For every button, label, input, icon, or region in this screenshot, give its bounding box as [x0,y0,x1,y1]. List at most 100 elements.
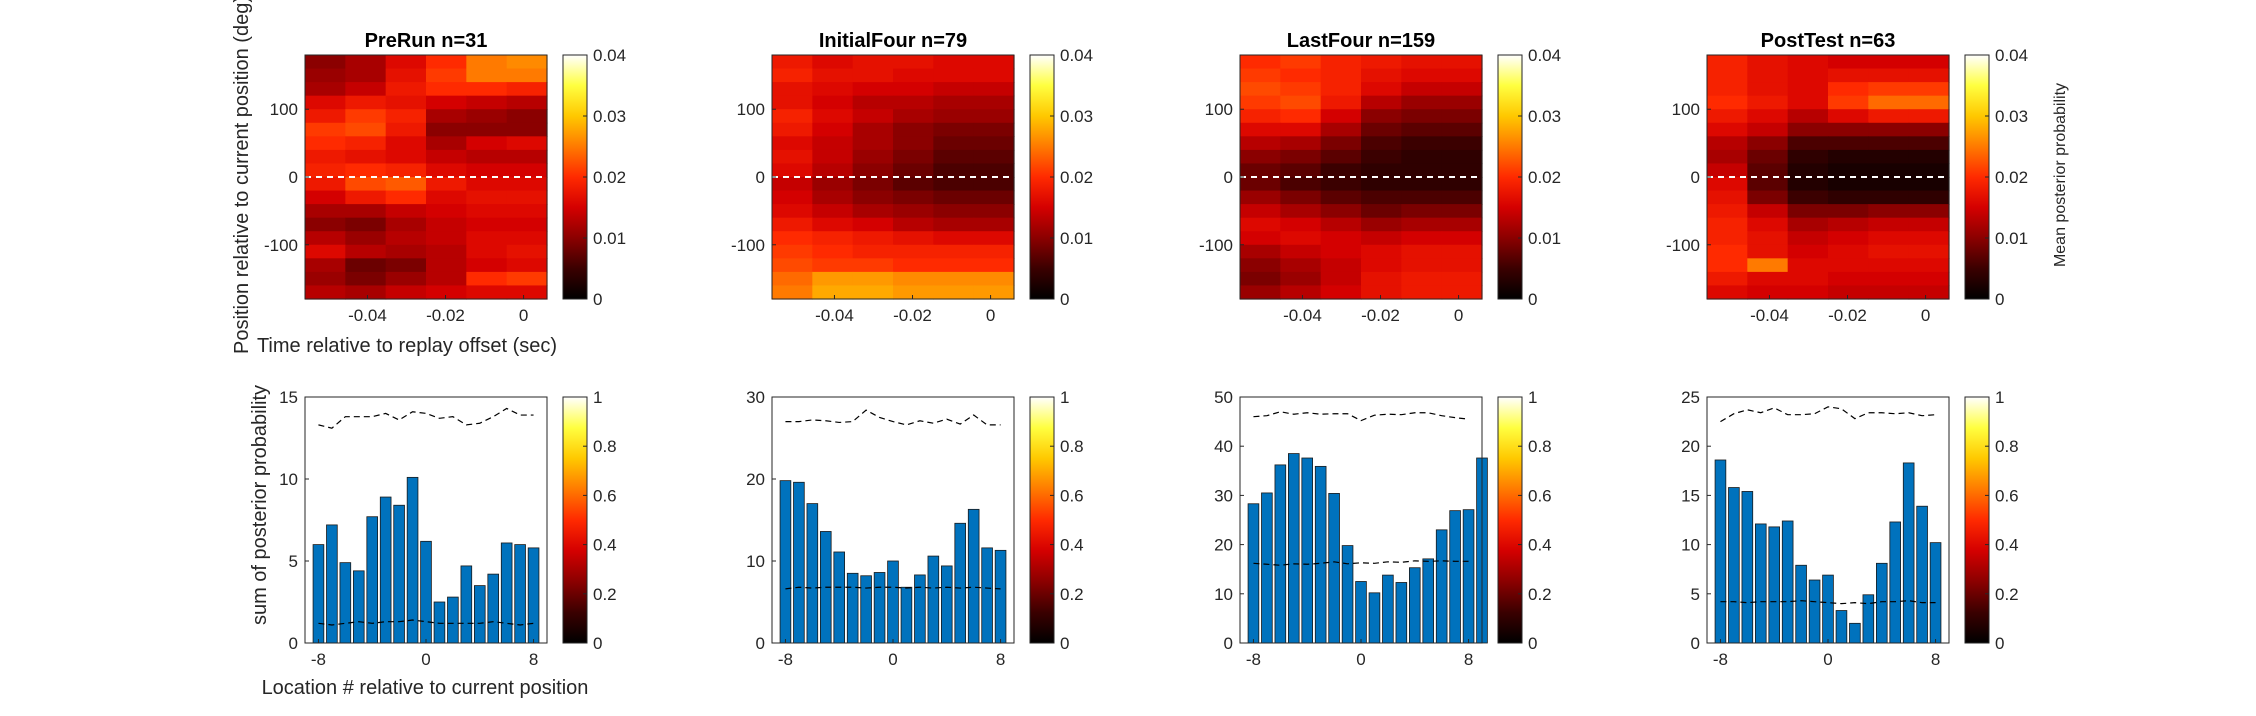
heatmap-cell-1-15-3 [893,258,934,273]
heatmap-cell-1-1-3 [893,68,934,83]
heatmap-cell-2-15-1 [1280,258,1322,273]
heatmap-cell-3-11-3 [1828,204,1869,219]
heatmap-cell-0-6-5 [506,136,548,151]
heatmap-cell-1-14-1 [812,244,854,259]
heatmap-cell-1-12-5 [973,217,1015,232]
heatmap-cell-3-2-4 [1868,82,1910,97]
heatmap-cell-1-3-5 [973,95,1015,110]
heatmap-cell-1-4-1 [812,109,854,124]
bar-6-0 [1247,503,1260,644]
heatmap-cell-2-16-4 [1401,271,1443,287]
heatmap-cell-2-12-3 [1361,217,1402,232]
colorbar-tick-label: 0.04 [593,46,626,65]
heatmap-cell-0-0-1 [345,55,387,70]
heatmap-cell-2-0-0 [1240,55,1281,70]
heatmap-cell-2-6-2 [1320,136,1362,151]
heatmap-cell-3-5-1 [1747,122,1789,137]
bar-5-1 [793,481,805,644]
heatmap-cell-0-2-4 [466,82,508,97]
heatmap-cell-3-13-2 [1787,231,1829,246]
heatmap-xtick-label: -0.02 [893,306,932,325]
heatmap-cell-3-14-5 [1908,244,1950,259]
heatmap-cell-1-7-3 [893,149,934,165]
bar-4-7 [406,476,419,644]
heatmap-cell-2-2-3 [1361,82,1402,97]
heatmap-cell-3-14-1 [1747,244,1789,259]
bar-7-6 [1795,564,1807,644]
heatmap-cell-1-14-4 [933,244,975,259]
bar-ytick-label: 0 [289,634,298,653]
heatmap-cell-0-5-5 [506,122,548,137]
heatmap-xtick-label: -0.02 [1361,306,1400,325]
bar-5-6 [860,575,872,644]
heatmap-cell-1-14-5 [973,244,1015,259]
bar-ytick-label: 20 [1681,437,1700,456]
heatmap-cell-2-12-0 [1240,217,1281,232]
heatmap-cell-0-13-5 [506,231,548,246]
heatmap-cell-0-8-2 [385,163,427,178]
heatmap-cell-3-1-4 [1868,68,1910,83]
heatmap-cell-0-10-0 [305,190,346,205]
heatmap-cell-2-12-5 [1441,217,1483,232]
bar-xtick-label: 0 [421,650,430,669]
bar-5-2 [806,503,819,644]
heatmap-cell-0-6-0 [305,136,346,151]
colorbar-tick-label: 0.4 [593,536,617,555]
heatmap-xtick-label: 0 [1454,306,1463,325]
heatmap-cell-2-16-1 [1280,271,1322,287]
heatmap-cell-0-5-0 [305,122,346,137]
heatmap-xtick-label: -0.04 [1750,306,1789,325]
heatmap-cell-2-11-5 [1441,204,1483,219]
bar-xtick-label: 0 [1356,650,1365,669]
heatmap-cell-3-13-5 [1908,231,1950,246]
heatmap-cell-1-12-2 [852,217,894,232]
heatmap-cell-0-6-2 [385,136,427,151]
bar-5-15 [981,547,993,644]
colorbar-tick-label: 0.2 [1995,585,2019,604]
heatmap-cell-0-16-5 [506,271,548,287]
heatmap-cell-0-7-4 [466,149,508,165]
heatmap-cell-1-2-4 [933,82,975,97]
colorbar-tick-label: 0.04 [1528,46,1561,65]
heatmap-cell-2-9-5 [1441,177,1483,192]
heatmap-cell-1-10-3 [893,190,934,205]
colorbar-7 [1964,396,1990,644]
heatmap-cell-2-1-2 [1320,68,1362,83]
heatmap-cell-3-7-4 [1868,149,1910,165]
heatmap-cell-3-17-5 [1908,285,1950,300]
bar-6-1 [1261,492,1273,644]
bar-ytick-label: 0 [1691,634,1700,653]
heatmap-cell-2-15-5 [1441,258,1483,273]
heatmap-cell-0-7-1 [345,149,387,165]
heatmap-cell-0-15-3 [426,258,467,273]
heatmap-cell-2-14-5 [1441,244,1483,259]
colorbar-6 [1497,396,1523,644]
heatmap-cell-2-2-1 [1280,82,1322,97]
heatmap-cell-0-0-0 [305,55,346,70]
bar-7-0 [1714,459,1727,644]
heatmap-cell-2-13-2 [1320,231,1362,246]
heatmap-cell-0-11-1 [345,204,387,219]
colorbar-tick-label: 0.01 [1995,229,2028,248]
heatmap-cell-3-4-1 [1747,109,1789,124]
heatmap-cell-2-0-5 [1441,55,1483,70]
heatmap-cell-3-3-5 [1908,95,1950,110]
heatmap-cell-2-0-1 [1280,55,1322,70]
heatmap-cell-3-6-5 [1908,136,1950,151]
heatmap-cell-3-12-4 [1868,217,1910,232]
heatmap-cell-3-17-4 [1868,285,1910,300]
heatmap-ytick-label: 100 [737,100,765,119]
heatmap-cell-2-11-3 [1361,204,1402,219]
colorbar-tick-label: 0.02 [1060,168,1093,187]
heatmap-cell-2-5-1 [1280,122,1322,137]
heatmap-cell-1-16-5 [973,271,1015,287]
heatmap-title: LastFour n=159 [1287,30,1435,52]
heatmap-cell-3-1-3 [1828,68,1869,83]
bar-5-8 [887,560,899,644]
heatmap-cell-0-8-3 [426,163,467,178]
heatmap-xtick-label: 0 [1921,306,1930,325]
colorbar-tick-label: 0.03 [1995,107,2028,126]
heatmap-xtick-label: -0.04 [815,306,854,325]
heatmap-cell-0-11-4 [466,204,508,219]
heatmap-cell-0-9-1 [345,177,387,192]
